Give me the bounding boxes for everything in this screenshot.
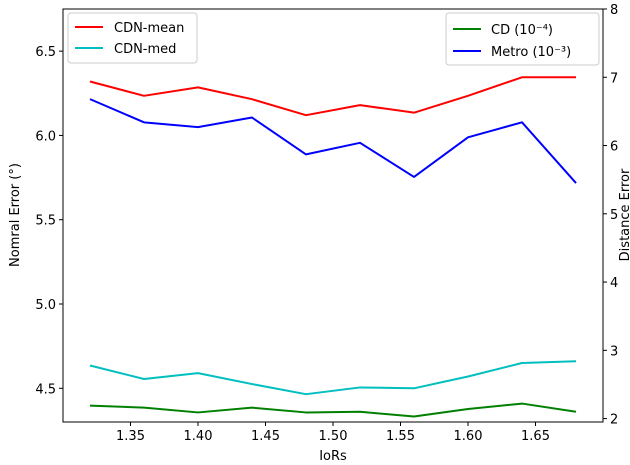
series-line-1 — [89, 360, 577, 396]
plot-frame — [62, 8, 604, 423]
legend-label-cd: CD (10⁻⁴) — [491, 23, 553, 38]
legend-label-metro: Metro (10⁻³) — [491, 45, 571, 60]
x-tick-label: 1.50 — [319, 429, 348, 444]
legend-right: CD (10⁻⁴) Metro (10⁻³) — [445, 12, 600, 66]
legend-right-box — [445, 12, 600, 66]
right-y-tick-label: 2 — [610, 413, 618, 428]
x-tick-label: 1.40 — [184, 429, 213, 444]
left-y-tick-label: 5.5 — [35, 214, 56, 229]
left-y-tick-label: 6.0 — [35, 129, 56, 144]
right-y-tick-label: 7 — [610, 71, 618, 86]
x-tick-label: 1.45 — [251, 429, 280, 444]
x-axis-label: IoRs — [319, 449, 347, 464]
left-y-axis-label: Nomral Error (°) — [8, 163, 23, 267]
right-y-axis-ticks: 2 3 4 5 6 7 8 — [603, 3, 618, 428]
right-y-tick-label: 4 — [610, 276, 618, 291]
series-line-0 — [89, 76, 576, 117]
left-y-tick-label: 4.5 — [35, 382, 56, 397]
right-y-tick-label: 5 — [610, 208, 618, 223]
series-line-2 — [89, 402, 577, 418]
x-tick-label: 1.55 — [386, 429, 415, 444]
right-y-tick-label: 8 — [610, 3, 618, 18]
x-tick-label: 1.35 — [116, 429, 145, 444]
legend-left: CDN-mean CDN-med — [67, 12, 198, 64]
left-y-axis-ticks: 4.5 5.0 5.5 6.0 6.5 — [35, 45, 63, 397]
legend-label-cdn-med: CDN-med — [114, 42, 176, 57]
x-tick-label: 1.60 — [454, 429, 483, 444]
left-y-tick-label: 5.0 — [35, 298, 56, 313]
right-y-tick-label: 3 — [610, 344, 618, 359]
legend-left-box — [67, 12, 198, 64]
series-line-3 — [89, 98, 577, 184]
x-tick-label: 1.65 — [521, 429, 550, 444]
series-layer — [89, 76, 577, 418]
right-y-tick-label: 6 — [610, 140, 618, 155]
left-y-tick-label: 6.5 — [35, 45, 56, 60]
x-axis-ticks: 1.35 1.40 1.45 1.50 1.55 1.60 1.65 — [116, 422, 550, 444]
legend-label-cdn-mean: CDN-mean — [114, 21, 184, 36]
right-y-axis-label: Distance Error — [618, 168, 630, 261]
